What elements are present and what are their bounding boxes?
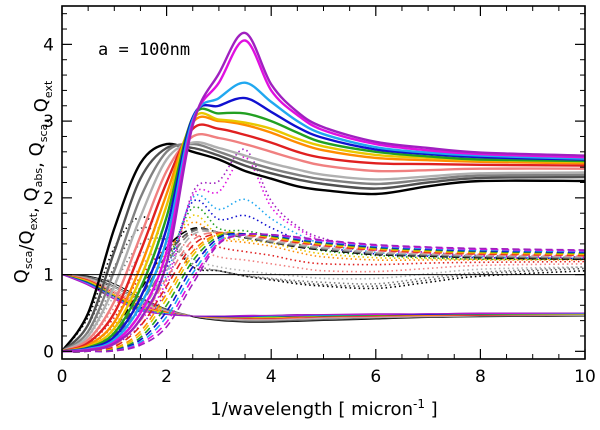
- qabs-line-purple: [62, 233, 585, 353]
- qext-line-orange: [62, 115, 585, 353]
- x-tick-label: 6: [370, 367, 381, 387]
- y-axis-title-part: Q: [26, 142, 47, 156]
- y-axis-title-part: ,: [26, 156, 47, 167]
- y-axis-title-part: ,: [21, 202, 42, 213]
- radius-annotation: a = 100nm: [98, 40, 190, 60]
- qsca-line-sky-blue: [62, 194, 585, 353]
- y-tick-label: 4: [43, 35, 54, 55]
- ticks-layer: 0 2 4 6 8 10 0 1 2 3 4: [43, 6, 596, 387]
- qext-line-gray: [62, 142, 585, 353]
- y-tick-label: 1: [43, 266, 54, 286]
- qext-line-yellow: [62, 111, 585, 353]
- x-tick-label: 4: [266, 367, 277, 387]
- y-axis-title: Qsca/Qext, Qabs, Qsca, Qext: [11, 80, 55, 283]
- qext-line-pink: [62, 133, 585, 353]
- qext-line-light-gray: [62, 140, 585, 353]
- y-axis-title-part: Q: [11, 269, 32, 283]
- series-layer: [62, 31, 585, 353]
- y-tick-label: 2: [43, 189, 54, 209]
- x-tick-label: 2: [161, 367, 172, 387]
- qext-line-red: [62, 123, 585, 353]
- qsca-line-pink: [62, 242, 585, 353]
- qsca-line-light-gray: [62, 239, 585, 353]
- qext-line-black: [62, 142, 585, 353]
- y-axis-title-part: Q: [31, 98, 52, 112]
- y-axis-title-subscript: ext: [27, 212, 40, 230]
- y-axis-title-subscript: ext: [42, 80, 55, 98]
- qsca-over-qext-line-black: [62, 274, 585, 323]
- y-axis-title-subscript: sca: [22, 251, 35, 270]
- y-tick-label: 0: [43, 342, 54, 362]
- qext-line-blue: [62, 96, 585, 353]
- qsca-line-orange: [62, 221, 585, 353]
- y-axis-title-part: Q: [21, 187, 42, 201]
- y-axis-title-subscript: abs: [32, 168, 45, 188]
- qext-line-magenta: [62, 39, 585, 353]
- qext-line-dark-gray: [62, 144, 585, 353]
- x-axis-title-end: ]: [425, 399, 438, 420]
- qext-line-sky-blue: [62, 81, 585, 353]
- x-axis-title-exponent: -1: [413, 397, 425, 411]
- x-tick-label: 8: [475, 367, 486, 387]
- x-axis-title: 1/wavelength [ micron-1 ]: [210, 397, 437, 420]
- x-tick-label: 10: [574, 367, 596, 387]
- y-tick-label: 3: [43, 112, 54, 132]
- x-axis-title-main: 1/wavelength [ micron: [210, 399, 413, 420]
- y-axis-title-subscript: sca: [37, 124, 50, 143]
- y-axis-title-part: Q: [16, 230, 37, 244]
- y-axis-title-part: ,: [31, 112, 52, 123]
- x-tick-label: 0: [57, 367, 68, 387]
- y-axis-title-part: /: [16, 244, 37, 251]
- qext-line-purple: [62, 31, 585, 353]
- qext-line-green: [62, 107, 585, 353]
